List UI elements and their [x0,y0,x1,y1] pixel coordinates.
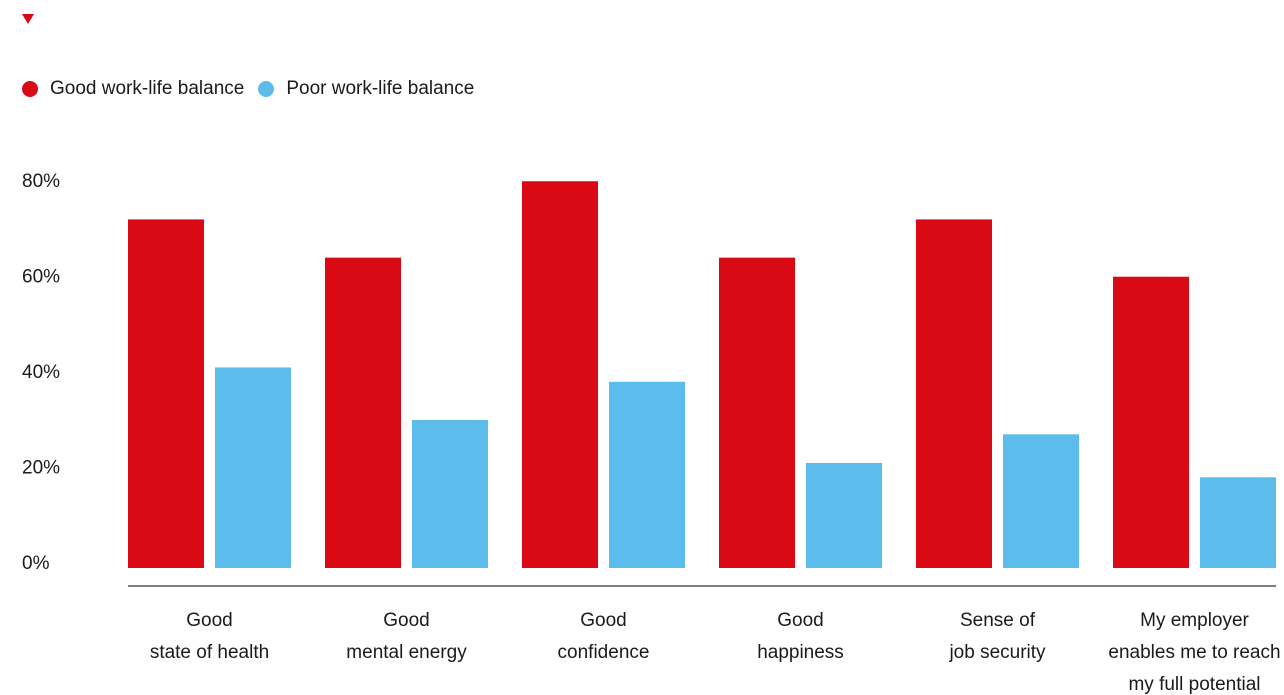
x-category-label: state of health [150,642,269,663]
legend-label-poor: Poor work-life balance [286,78,475,99]
y-tick-label: 40% [22,362,60,383]
bar-poor-work-life-balance [609,381,685,568]
x-category-label: Sense of [960,610,1036,631]
y-tick-label: 0% [22,553,50,574]
legend-dot-poor [258,81,275,97]
bar-good-work-life-balance [916,219,992,569]
bar-good-work-life-balance [325,257,401,568]
bar-poor-work-life-balance [412,419,488,568]
bar-poor-work-life-balance [1200,477,1276,568]
chart-legend: Good work-life balance Poor work-life ba… [22,78,488,100]
x-category-label: Good [186,610,232,631]
x-category-label: My employer [1140,610,1249,631]
triangle-marker-icon [22,14,34,24]
legend-label-good: Good work-life balance [50,78,245,99]
x-category-label: confidence [558,642,650,663]
bar-poor-work-life-balance [215,367,291,568]
x-category-label: Good [580,610,626,631]
y-tick-label: 60% [22,267,60,288]
x-category-label: Good [777,610,823,631]
x-category-label: job security [948,642,1046,663]
legend-dot-good [22,81,38,97]
x-category-label: mental energy [346,642,467,663]
y-tick-label: 80% [22,171,60,192]
x-category-label: Good [383,610,429,631]
y-tick-label: 20% [22,458,60,479]
bar-good-work-life-balance [522,181,598,568]
x-category-label: enables me to reach [1108,642,1280,663]
x-category-label: my full potential [1128,674,1260,695]
legend-item-good: Good work-life balance [22,78,244,100]
legend-item-poor: Poor work-life balance [258,78,474,100]
bar-good-work-life-balance [719,257,795,568]
bar-poor-work-life-balance [1003,434,1079,568]
bar-good-work-life-balance [1113,276,1189,568]
x-category-label: happiness [757,642,844,663]
bar-good-work-life-balance [128,219,204,569]
bar-poor-work-life-balance [806,462,882,568]
